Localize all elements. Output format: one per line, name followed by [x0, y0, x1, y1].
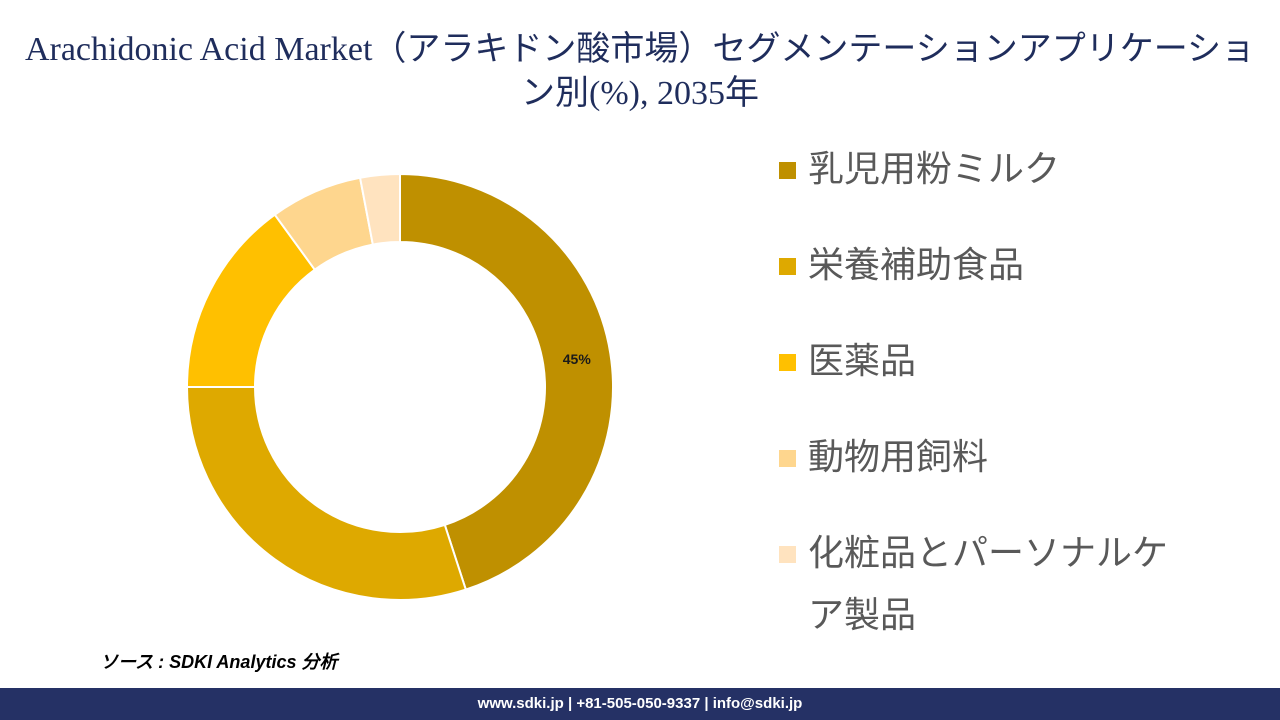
legend-label: 栄養補助食品	[808, 245, 1025, 286]
chart-legend: 乳児用粉ミルク 栄養補助食品 医薬品動物用飼料化粧品とパーソナルケア製品	[779, 139, 1199, 681]
donut-segment-5	[358, 172, 401, 246]
chart-title: Arachidonic Acid Market（アラキドン酸市場）セグメンテーシ…	[24, 31, 1256, 112]
legend-item-4: 動物用飼料	[779, 427, 1199, 489]
legend-label: 化粧品とパーソナルケア製品	[808, 533, 1169, 636]
legend-label: 動物用飼料	[808, 437, 989, 478]
legend-swatch	[779, 546, 796, 563]
legend-item-2: 栄養補助食品	[779, 235, 1199, 297]
legend-label: 乳児用粉ミルク	[808, 149, 1061, 190]
source-note: ソース : SDKI Analytics 分析	[100, 652, 338, 672]
donut-segment-2	[185, 386, 468, 601]
donut-chart: 45%	[185, 172, 614, 601]
footer-bar: www.sdki.jp | +81-505-050-9337 | info@sd…	[0, 688, 1280, 720]
data-label-1: 45%	[563, 351, 592, 367]
legend-item-3: 医薬品	[779, 331, 1199, 393]
legend-swatch	[779, 162, 796, 179]
legend-swatch	[779, 354, 796, 371]
contact-info: www.sdki.jp | +81-505-050-9337 | info@sd…	[477, 695, 803, 712]
legend-item-5: 化粧品とパーソナルケア製品	[779, 523, 1199, 647]
donut-segment-1	[399, 172, 614, 591]
legend-swatch	[779, 450, 796, 467]
legend-swatch	[779, 258, 796, 275]
legend-item-1: 乳児用粉ミルク	[779, 139, 1199, 201]
legend-label: 医薬品	[808, 341, 917, 382]
